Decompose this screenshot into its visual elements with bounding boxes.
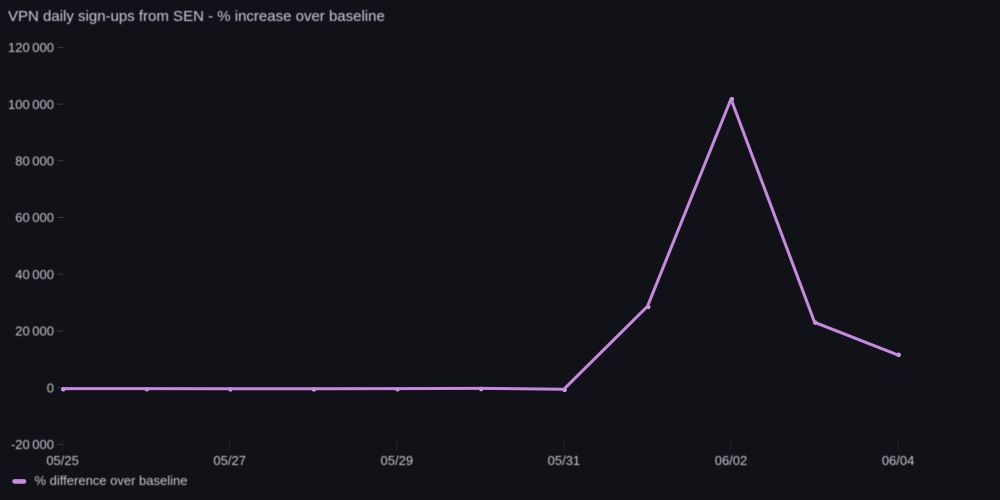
svg-text:06/04: 06/04 bbox=[882, 453, 915, 468]
svg-text:05/31: 05/31 bbox=[548, 453, 581, 468]
svg-text:05/25: 05/25 bbox=[46, 453, 79, 468]
svg-text:05/27: 05/27 bbox=[213, 453, 246, 468]
svg-text:0: 0 bbox=[47, 380, 54, 395]
svg-text:% difference over baseline: % difference over baseline bbox=[35, 473, 188, 488]
svg-text:80 000: 80 000 bbox=[15, 154, 54, 169]
svg-text:06/02: 06/02 bbox=[715, 453, 748, 468]
svg-text:60 000: 60 000 bbox=[15, 210, 54, 225]
svg-text:05/29: 05/29 bbox=[381, 453, 414, 468]
svg-text:40 000: 40 000 bbox=[15, 267, 54, 282]
svg-text:120 000: 120 000 bbox=[8, 40, 54, 55]
svg-text:-20 000: -20 000 bbox=[11, 437, 54, 452]
svg-text:100 000: 100 000 bbox=[8, 97, 54, 112]
svg-text:VPN daily sign-ups from SEN -: VPN daily sign-ups from SEN - % increase… bbox=[8, 8, 385, 25]
svg-text:20 000: 20 000 bbox=[15, 324, 54, 339]
